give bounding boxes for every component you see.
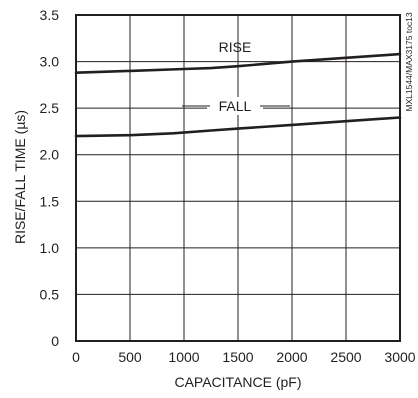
y-tick-label: 3.5 — [40, 7, 60, 23]
tick-labels: 0 500 1000 1500 2000 2500 3000 0 0.5 1.0 1.5 2.0 2.5… — [40, 7, 416, 365]
series-label-fall: FALL — [219, 98, 252, 114]
x-tick-label: 3000 — [384, 349, 415, 365]
y-tick-label: 0.5 — [40, 286, 60, 302]
series-label-bg-fall — [207, 97, 263, 115]
x-tick-label: 500 — [118, 349, 142, 365]
x-tick-label: 1000 — [168, 349, 199, 365]
toc-annotation: MXL1544/MAX3175 toc13 — [404, 12, 414, 112]
x-tick-label: 2500 — [330, 349, 361, 365]
grid — [75, 14, 401, 342]
y-tick-label: 1.5 — [40, 193, 60, 209]
x-tick-label: 2000 — [276, 349, 307, 365]
series-label-rise: RISE — [219, 39, 252, 55]
y-axis-label: RISE/FALL TIME (µs) — [12, 110, 28, 244]
series-layer: RISE FALL — [74, 39, 402, 138]
plot-frame — [75, 14, 401, 342]
y-tick-label: 3.0 — [40, 54, 60, 70]
x-tick-label: 0 — [72, 349, 80, 365]
series-line-fall — [74, 116, 402, 138]
x-axis-label: CAPACITANCE (pF) — [174, 374, 301, 390]
y-tick-label: 2.5 — [40, 100, 60, 116]
series-line-rise — [74, 52, 402, 74]
y-tick-label: 0 — [51, 333, 59, 349]
x-tick-label: 1500 — [222, 349, 253, 365]
y-tick-label: 1.0 — [40, 240, 60, 256]
y-tick-label: 2.0 — [40, 147, 60, 163]
